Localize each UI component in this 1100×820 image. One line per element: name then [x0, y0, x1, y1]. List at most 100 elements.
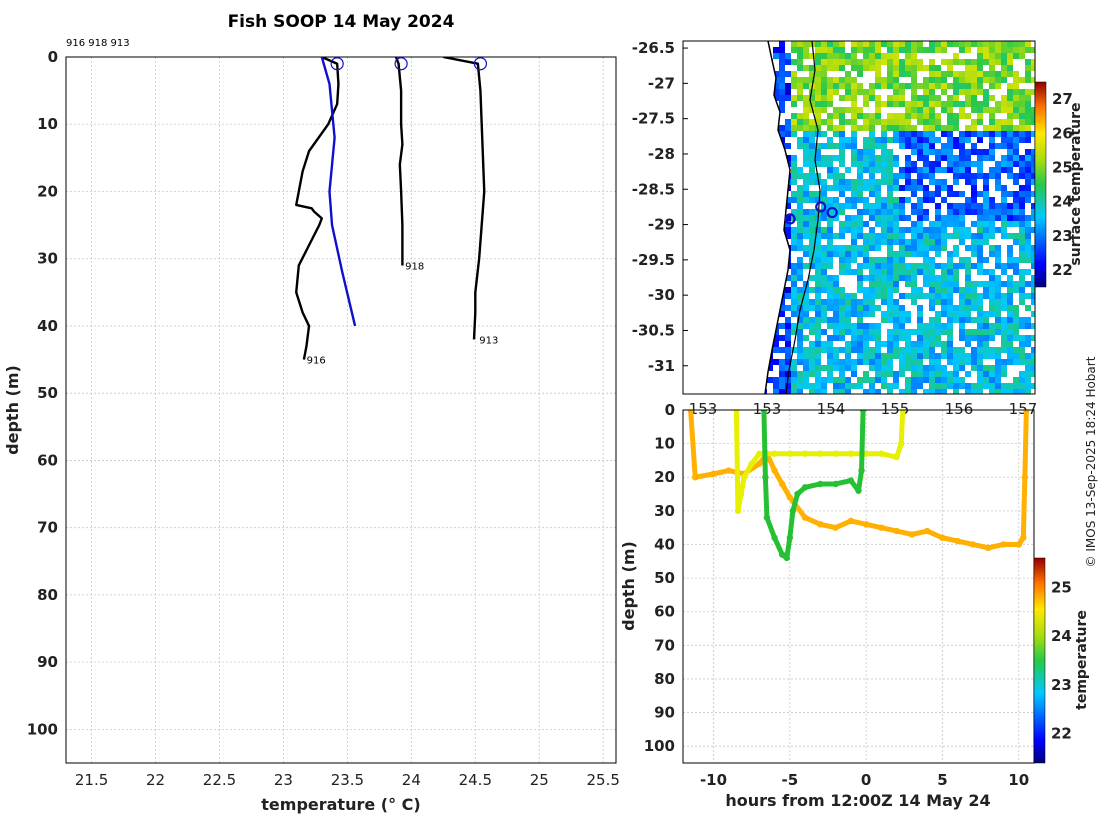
sst-cell	[815, 83, 821, 89]
sst-cell	[809, 77, 815, 83]
sst-cell	[863, 95, 869, 101]
sst-cell	[857, 59, 863, 65]
sst-cell	[1007, 323, 1013, 329]
sst-cell	[899, 227, 905, 233]
sst-cell	[1019, 101, 1025, 107]
sst-cell	[947, 353, 953, 359]
sst-cell	[983, 53, 989, 59]
sst-cell	[833, 143, 839, 149]
sst-cell	[1013, 353, 1019, 359]
sst-cell	[833, 293, 839, 299]
sst-cell	[959, 131, 965, 137]
sst-cell	[899, 329, 905, 335]
sst-cell	[803, 335, 809, 341]
sst-cell	[797, 203, 803, 209]
sst-cell	[917, 65, 923, 71]
sst-cell	[791, 305, 797, 311]
sst-cell	[881, 281, 887, 287]
sst-cell	[1007, 143, 1013, 149]
sst-cell	[899, 311, 905, 317]
sst-cell	[827, 215, 833, 221]
sst-cell	[959, 47, 965, 53]
sst-cell	[887, 125, 893, 131]
sst-cell	[935, 323, 941, 329]
sst-cell	[935, 125, 941, 131]
sst-cell	[887, 65, 893, 71]
sst-cell	[869, 353, 875, 359]
sst-cell	[947, 191, 953, 197]
sst-cell	[875, 83, 881, 89]
sst-cell	[869, 389, 875, 394]
sst-cell	[953, 143, 959, 149]
depth-time-point-913	[878, 524, 885, 531]
sst-cell	[821, 185, 827, 191]
sst-cell	[791, 101, 797, 107]
sst-cell	[983, 281, 989, 287]
sst-cell	[1031, 179, 1035, 185]
sst-cell	[779, 335, 785, 341]
sst-cell	[989, 131, 995, 137]
sst-cell	[977, 209, 983, 215]
sst-cell	[947, 185, 953, 191]
sst-cell	[827, 305, 833, 311]
depth-time-point-913	[1021, 474, 1029, 481]
sst-cell	[869, 203, 875, 209]
sst-cell	[1007, 299, 1013, 305]
sst-cell	[1001, 41, 1007, 47]
sst-cell	[845, 221, 851, 227]
sst-cell	[857, 227, 863, 233]
sst-cell	[809, 299, 815, 305]
sst-cell	[833, 107, 839, 113]
sst-cell	[779, 365, 785, 371]
map-xtick-label: 156	[945, 400, 974, 418]
sst-cell	[899, 293, 905, 299]
sst-cell	[869, 47, 875, 53]
sst-cell	[929, 95, 935, 101]
sst-cell	[785, 155, 791, 161]
sst-colorbar	[1034, 81, 1047, 288]
sst-cell	[869, 383, 875, 389]
sst-cell	[989, 371, 995, 377]
sst-cell	[923, 161, 929, 167]
sst-cell	[785, 71, 791, 77]
sst-cell	[881, 53, 887, 59]
sst-cell	[893, 77, 899, 83]
sst-cell	[791, 41, 797, 47]
sst-cell	[863, 203, 869, 209]
sst-cell	[785, 125, 791, 131]
sst-cell	[1001, 143, 1007, 149]
sst-cell	[851, 233, 857, 239]
sst-cell	[881, 215, 887, 221]
sst-cell	[971, 299, 977, 305]
sst-cell	[809, 197, 815, 203]
depth-time-ytick-label: 30	[654, 502, 675, 520]
sst-cell	[791, 299, 797, 305]
sst-cell	[911, 53, 917, 59]
sst-cell	[869, 89, 875, 95]
sst-cell	[839, 293, 845, 299]
sst-cell	[875, 53, 881, 59]
sst-cell	[911, 113, 917, 119]
sst-cell	[785, 227, 791, 233]
depth-time-point-918	[786, 450, 794, 457]
sst-cell	[863, 323, 869, 329]
sst-cell	[863, 305, 869, 311]
sst-cell	[983, 269, 989, 275]
sst-cell	[893, 203, 899, 209]
depth-time-point-913	[817, 521, 824, 528]
depth-time-point-918	[748, 460, 755, 467]
sst-cell	[1025, 359, 1031, 365]
depth-time-xtick-label: -10	[700, 771, 727, 789]
sst-cell	[1001, 137, 1007, 143]
sst-cell	[947, 359, 953, 365]
sst-cell	[983, 185, 989, 191]
sst-cell	[875, 329, 881, 335]
sst-cell	[791, 263, 797, 269]
depth-time-point-913	[786, 494, 794, 501]
sst-cell	[821, 95, 827, 101]
sst-cell	[809, 245, 815, 251]
sst-cell	[983, 77, 989, 83]
sst-cell	[881, 293, 887, 299]
sst-cell	[917, 209, 923, 215]
sst-cell	[815, 197, 821, 203]
